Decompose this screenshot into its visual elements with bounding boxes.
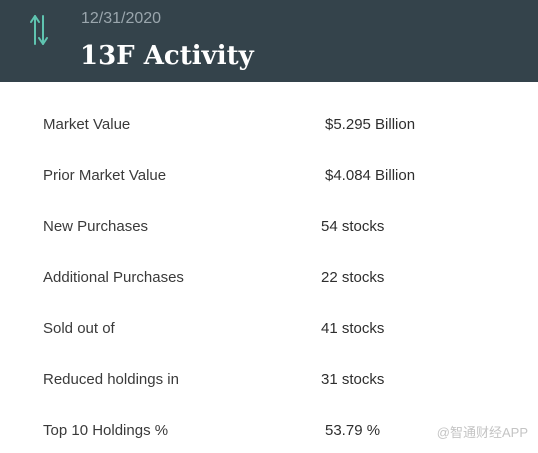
row-value: 41 stocks [321, 320, 385, 337]
page-title: 13F Activity [80, 41, 254, 71]
row-market-value: Market Value $5.295 Billion [0, 113, 538, 137]
row-value: 31 stocks [321, 371, 385, 388]
report-date: 12/31/2020 [81, 10, 162, 27]
watermark-text: @智通财经APP [436, 425, 528, 440]
row-value: 22 stocks [321, 269, 385, 286]
row-label: Market Value [43, 116, 131, 133]
up-down-arrows-icon [26, 12, 52, 48]
header-bar: 12/31/2020 13F Activity [0, 0, 538, 82]
row-value: $5.295 Billion [325, 116, 416, 133]
row-sold-out-of: Sold out of 41 stocks [0, 317, 538, 341]
row-label: Additional Purchases [43, 269, 184, 286]
row-reduced-holdings: Reduced holdings in 31 stocks [0, 368, 538, 392]
row-value: 54 stocks [321, 218, 385, 235]
row-label: Top 10 Holdings % [43, 422, 169, 439]
row-additional-purchases: Additional Purchases 22 stocks [0, 266, 538, 290]
row-value: $4.084 Billion [325, 167, 416, 184]
row-label: New Purchases [43, 218, 149, 235]
row-label: Reduced holdings in [43, 371, 179, 388]
row-top-10-holdings: Top 10 Holdings % 53.79 % [0, 419, 538, 443]
row-label: Prior Market Value [43, 167, 167, 184]
row-value: 53.79 % [325, 422, 381, 439]
row-label: Sold out of [43, 320, 115, 337]
row-prior-market-value: Prior Market Value $4.084 Billion [0, 164, 538, 188]
row-new-purchases: New Purchases 54 stocks [0, 215, 538, 239]
